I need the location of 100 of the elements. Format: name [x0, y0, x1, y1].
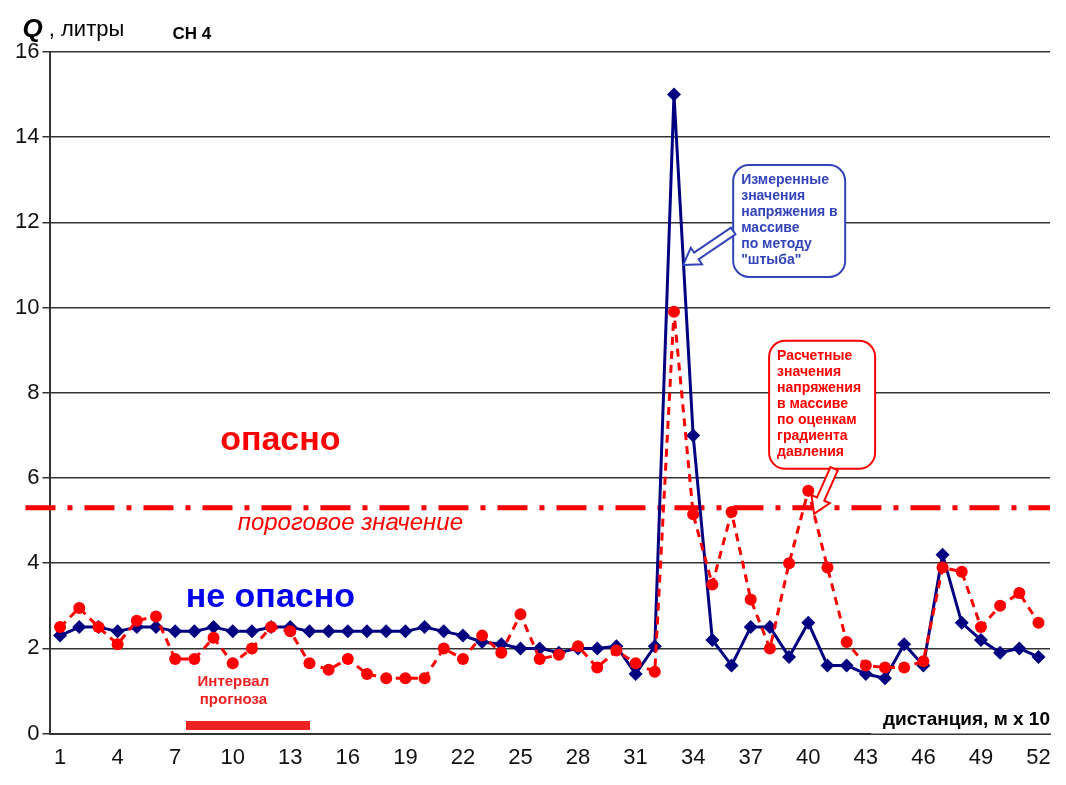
point — [993, 645, 1008, 660]
y-tick-label: 6 — [27, 464, 40, 490]
x-tick-label: 7 — [169, 743, 182, 769]
x-tick-label: 37 — [738, 743, 763, 769]
point — [954, 615, 969, 630]
point — [821, 561, 834, 574]
x-tick-label: 19 — [393, 743, 418, 769]
point — [225, 624, 240, 639]
x-tick-label: 28 — [565, 743, 591, 769]
x-tick-label: 43 — [853, 743, 879, 769]
point — [878, 671, 893, 686]
point — [724, 658, 739, 673]
x-tick-label: 10 — [220, 743, 245, 769]
point — [399, 672, 412, 685]
x-tick-label: 25 — [508, 743, 533, 769]
point — [859, 659, 872, 672]
point — [936, 561, 949, 574]
point — [456, 653, 469, 666]
y-tick-label: 2 — [27, 634, 40, 660]
point — [1012, 641, 1027, 656]
point — [110, 624, 125, 639]
y-tick-label: 4 — [27, 549, 40, 575]
point — [705, 632, 720, 647]
point — [245, 642, 258, 655]
point — [820, 658, 835, 673]
point — [149, 610, 162, 623]
point — [762, 620, 777, 635]
point — [54, 621, 67, 634]
point — [380, 672, 393, 685]
x-tick-label: 1 — [53, 743, 67, 769]
x-axis-title: дистанция, м x 10 — [883, 707, 1050, 729]
point — [284, 625, 297, 638]
point — [514, 608, 527, 621]
ref-line-label: пороговое значение — [237, 508, 463, 536]
point — [417, 620, 432, 635]
point — [418, 672, 431, 685]
point — [725, 506, 738, 519]
point — [744, 593, 757, 606]
point — [629, 657, 642, 670]
point — [513, 641, 528, 656]
x-tick-label: 31 — [623, 743, 648, 769]
point — [973, 632, 988, 647]
point — [436, 624, 451, 639]
annotation: Расчетные значения напряжения в массиве по оценкам градиента давления — [777, 346, 862, 459]
point — [398, 624, 413, 639]
point — [206, 620, 221, 635]
y-tick-label: 10 — [14, 293, 40, 319]
point — [897, 637, 912, 652]
point — [168, 624, 183, 639]
annotation: опасно — [220, 418, 341, 457]
point — [1013, 587, 1026, 600]
point — [840, 636, 853, 649]
point — [686, 428, 701, 443]
point — [303, 657, 316, 670]
point — [476, 629, 489, 642]
point — [207, 631, 220, 644]
x-tick-label: 40 — [796, 743, 821, 769]
point — [666, 87, 681, 102]
point — [782, 649, 797, 664]
point — [437, 642, 450, 655]
point — [955, 565, 968, 578]
point — [360, 624, 375, 639]
point — [648, 665, 661, 678]
x-tick-label: 34 — [680, 743, 706, 769]
x-tick-label: 13 — [278, 743, 303, 769]
point — [130, 614, 143, 627]
point — [226, 657, 239, 670]
point — [917, 655, 930, 668]
point — [802, 484, 815, 497]
point — [361, 667, 374, 680]
point — [706, 578, 719, 591]
point — [879, 661, 892, 674]
point — [302, 624, 317, 639]
y-tick-label: 0 — [27, 719, 40, 745]
point — [322, 663, 335, 676]
x-tick-label: 4 — [111, 743, 124, 769]
point — [244, 624, 259, 639]
point — [495, 646, 508, 659]
point — [839, 658, 854, 673]
point — [898, 661, 911, 674]
point — [72, 620, 87, 635]
point — [340, 624, 355, 639]
point — [187, 624, 202, 639]
x-tick-label: 22 — [450, 743, 476, 769]
annotation: Интервал прогноза — [197, 671, 270, 707]
point — [743, 620, 758, 635]
point — [667, 305, 680, 318]
point — [590, 641, 605, 656]
point — [801, 615, 816, 630]
point — [111, 638, 124, 651]
y-tick-label: 14 — [14, 123, 40, 149]
y-tick-label: 12 — [14, 208, 40, 234]
point — [169, 653, 182, 666]
point — [73, 601, 86, 614]
point — [994, 599, 1007, 612]
x-tick-label: 49 — [968, 743, 994, 769]
point — [341, 653, 354, 666]
point — [591, 661, 604, 674]
point — [763, 642, 776, 655]
point — [783, 557, 796, 570]
